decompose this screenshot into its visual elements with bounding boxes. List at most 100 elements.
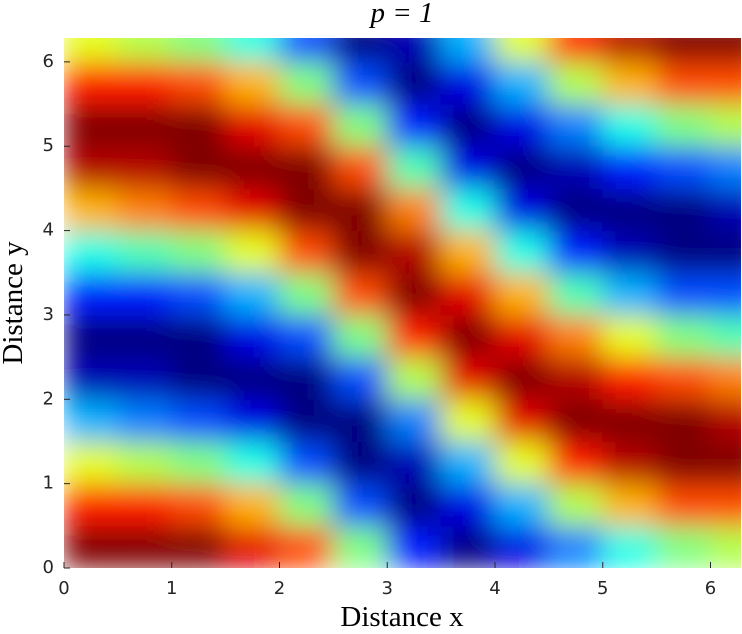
heatmap-cell: [602, 272, 658, 316]
y-tick-label: 5: [43, 135, 54, 156]
heatmap-cell: [279, 38, 334, 63]
heatmap-cell: [494, 145, 550, 189]
heatmap-cell: [117, 440, 173, 485]
heatmap-cell: [64, 145, 119, 189]
heatmap-cell: [332, 187, 388, 232]
heatmap-cell: [440, 230, 496, 274]
heatmap-cell: [279, 356, 334, 400]
heatmap-cell: [64, 314, 119, 358]
heatmap-cell: [710, 398, 741, 442]
heatmap-cell: [225, 145, 281, 189]
heatmap-cell: [225, 483, 281, 527]
heatmap-cell: [171, 440, 227, 485]
heatmap-cell: [494, 272, 550, 316]
heatmap-cell: [602, 356, 658, 400]
heatmap-cell: [548, 145, 604, 189]
x-tick-label: 1: [166, 578, 177, 599]
heatmap-cell: [494, 440, 550, 485]
heatmap-cell: [656, 440, 712, 485]
heatmap-cell: [602, 440, 658, 485]
heatmap-cell: [548, 103, 604, 147]
heatmap-cell: [440, 61, 496, 105]
heatmap-cell: [117, 145, 173, 189]
heatmap-cell: [386, 230, 442, 274]
heatmap-cell: [440, 440, 496, 485]
y-tick-label: 6: [43, 51, 54, 72]
heatmap-cell: [225, 440, 281, 485]
heatmap-cell: [64, 61, 119, 105]
heatmap-cell: [332, 103, 388, 147]
heatmap-cell: [386, 187, 442, 232]
heatmap-cell: [279, 440, 334, 485]
heatmap-cell: [279, 483, 334, 527]
heatmap-cell: [332, 272, 388, 316]
heatmap-cell: [602, 230, 658, 274]
heatmap-cell: [332, 145, 388, 189]
heatmap-cell: [64, 230, 119, 274]
heatmap-cell: [332, 356, 388, 400]
heatmap-cell: [602, 38, 658, 63]
heatmap-cell: [117, 272, 173, 316]
heatmap-cell: [225, 230, 281, 274]
heatmap-cell: [710, 38, 741, 63]
heatmap-cell: [279, 525, 334, 568]
heatmap-cell: [494, 314, 550, 358]
heatmap-cell: [171, 38, 227, 63]
heatmap-cell: [386, 398, 442, 442]
heatmap-cell: [656, 314, 712, 358]
heatmap-cell: [440, 272, 496, 316]
heatmap-cell: [225, 525, 281, 568]
heatmap-cell: [602, 483, 658, 527]
heatmap-cell: [171, 398, 227, 442]
heatmap-cell: [656, 525, 712, 568]
heatmap-cell: [332, 230, 388, 274]
heatmap-cell: [602, 314, 658, 358]
heatmap-cell: [332, 61, 388, 105]
heatmap-cell: [548, 440, 604, 485]
heatmap-cell: [656, 103, 712, 147]
heatmap-cell: [225, 103, 281, 147]
heatmap-cell: [332, 398, 388, 442]
heatmap-cell: [548, 483, 604, 527]
plot-area: [64, 38, 741, 568]
chart-title: p = 1: [368, 0, 433, 29]
heatmap-cell: [440, 314, 496, 358]
heatmap-cell: [332, 483, 388, 527]
heatmap-cell: [225, 61, 281, 105]
heatmap-cell: [710, 187, 741, 232]
heatmap-cell: [386, 314, 442, 358]
heatmap-cell: [225, 398, 281, 442]
heatmap: [64, 38, 741, 568]
heatmap-cell: [225, 356, 281, 400]
heatmap-cell: [64, 38, 119, 63]
heatmap-cell: [656, 145, 712, 189]
heatmap-cell: [656, 272, 712, 316]
heatmap-cell: [494, 230, 550, 274]
heatmap-cell: [548, 230, 604, 274]
x-tick-label: 2: [274, 578, 285, 599]
heatmap-cell: [225, 38, 281, 63]
heatmap-cell: [440, 187, 496, 232]
heatmap-cell: [64, 398, 119, 442]
heatmap-cell: [710, 356, 741, 400]
y-tick-label: 3: [43, 304, 54, 325]
heatmap-cell: [332, 525, 388, 568]
heatmap-cell: [386, 103, 442, 147]
heatmap-cell: [117, 398, 173, 442]
heatmap-cell: [440, 356, 496, 400]
heatmap-cell: [494, 38, 550, 63]
x-tick-label: 0: [58, 578, 69, 599]
x-tick-label: 5: [597, 578, 608, 599]
heatmap-cell: [171, 525, 227, 568]
heatmap-cell: [656, 398, 712, 442]
heatmap-cell: [117, 187, 173, 232]
heatmap-cell: [386, 440, 442, 485]
heatmap-cell: [171, 230, 227, 274]
heatmap-cell: [225, 314, 281, 358]
heatmap-cell: [440, 38, 496, 63]
heatmap-cell: [602, 103, 658, 147]
heatmap-cell: [117, 356, 173, 400]
y-tick-label: 2: [43, 388, 54, 409]
heatmap-cell: [656, 483, 712, 527]
heatmap-cell: [386, 61, 442, 105]
